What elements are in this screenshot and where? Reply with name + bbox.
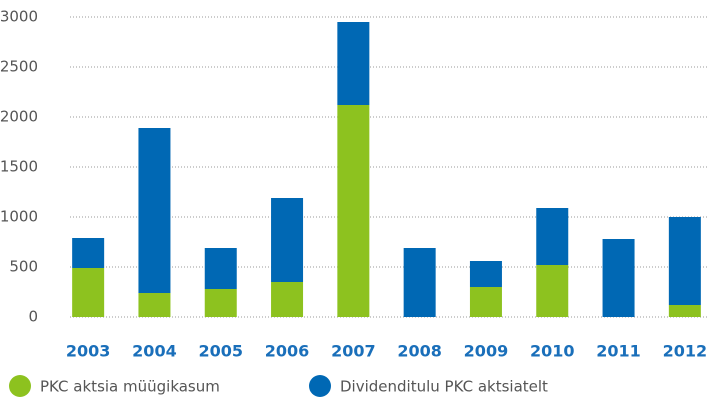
y-tick-label: 0 [28, 308, 38, 326]
bar-segment [138, 293, 171, 317]
y-tick-label: 2500 [0, 58, 38, 76]
bar-segment [138, 128, 171, 293]
y-tick-label: 1000 [0, 208, 38, 226]
bar-segment [469, 287, 502, 317]
legend-label: PKC aktsia müügikasum [40, 378, 220, 396]
bar-segment [72, 238, 105, 268]
bar-segment [403, 248, 436, 317]
x-tick-label: 2010 [530, 342, 575, 361]
legend-swatch [309, 375, 331, 397]
x-tick-label: 2003 [66, 342, 111, 361]
bar-segment [271, 282, 304, 317]
bar-segment [602, 239, 635, 317]
bar-segment [204, 248, 237, 289]
x-tick-label: 2006 [265, 342, 310, 361]
y-tick-label: 1500 [0, 158, 38, 176]
x-tick-label: 2005 [198, 342, 243, 361]
legend-label: Dividenditulu PKC aktsiatelt [340, 378, 548, 396]
bar-segment [271, 198, 304, 282]
x-tick-label: 2004 [132, 342, 177, 361]
x-tick-label: 2008 [397, 342, 442, 361]
bar-segment [536, 208, 569, 265]
x-tick-label: 2011 [596, 342, 641, 361]
bar-segment [469, 261, 502, 287]
y-tick-label: 3000 [0, 8, 38, 26]
x-tick-label: 2007 [331, 342, 376, 361]
bar-segment [536, 265, 569, 317]
y-tick-label: 2000 [0, 108, 38, 126]
bar-segment [204, 289, 237, 317]
legend-swatch [9, 375, 31, 397]
x-tick-label: 2009 [464, 342, 509, 361]
x-tick-label: 2012 [663, 342, 708, 361]
bar-segment [668, 305, 701, 317]
bar-segment [337, 105, 370, 317]
bar-segment [72, 268, 105, 317]
bar-segment [668, 217, 701, 305]
bar-segment [337, 22, 370, 105]
y-tick-label: 500 [9, 258, 38, 276]
